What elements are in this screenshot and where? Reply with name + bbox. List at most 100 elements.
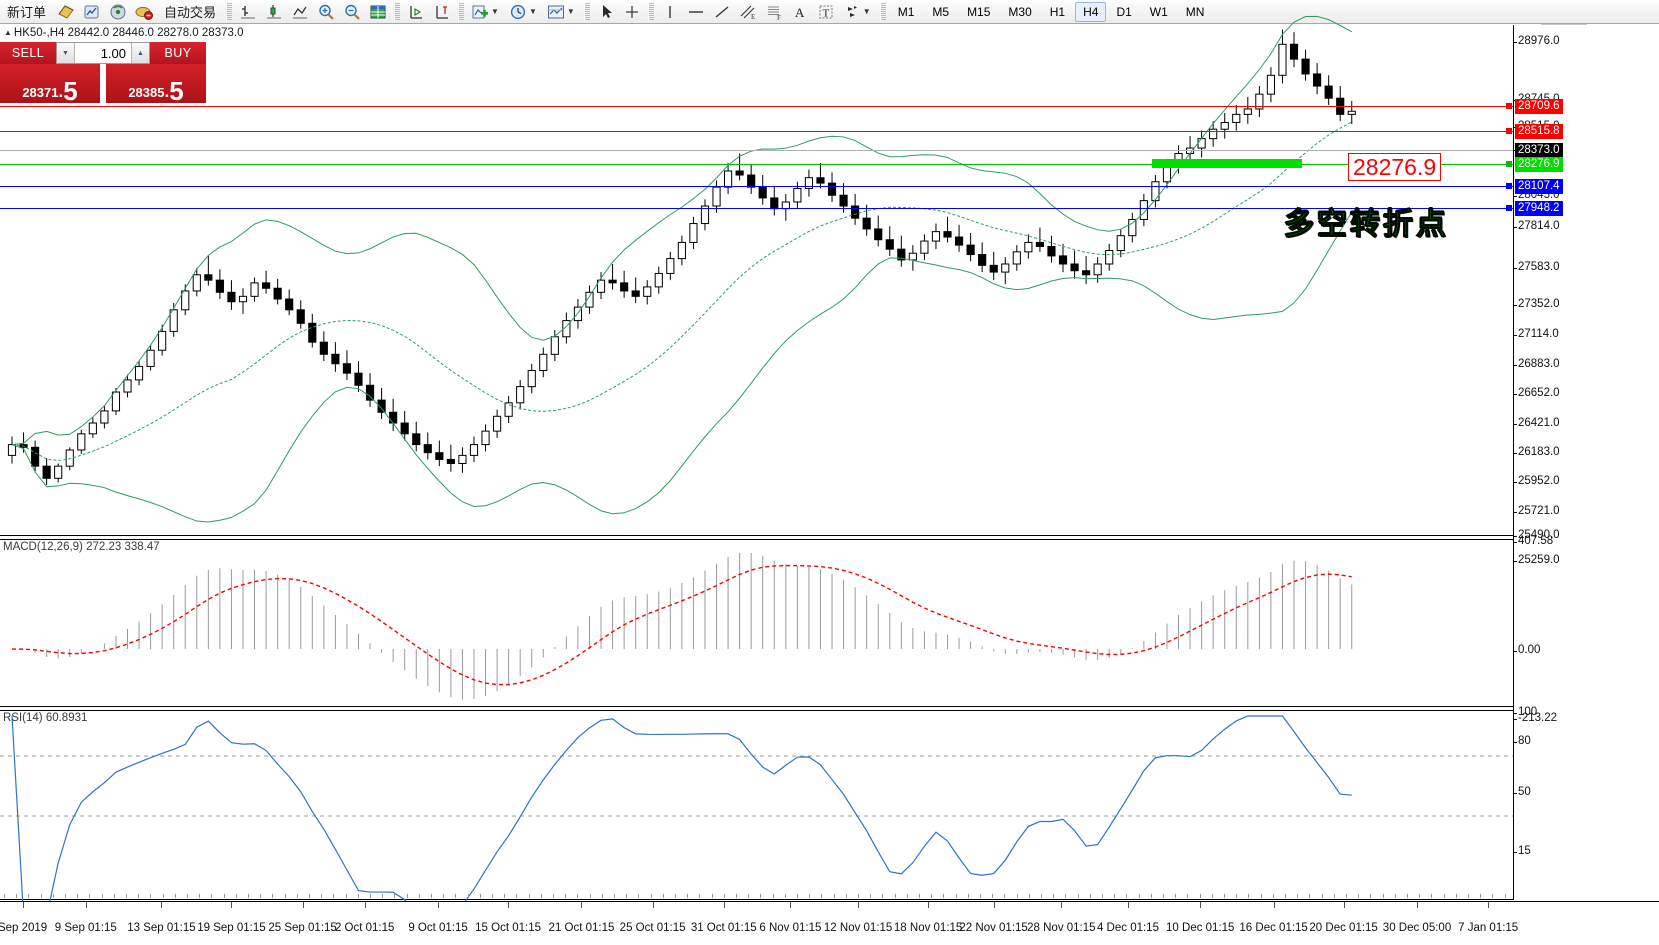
resistance-line-28709[interactable]: [0, 106, 1513, 107]
time-minor-tick: [101, 894, 103, 898]
time-minor-tick: [382, 894, 384, 898]
timeframe-mn[interactable]: MN: [1185, 4, 1205, 19]
macd-tick--213.22: -213.22: [1513, 712, 1558, 724]
templates-button[interactable]: ▼: [543, 1, 581, 23]
time-minor-tick: [1089, 894, 1091, 898]
time-minor-tick: [992, 894, 994, 898]
zoom-in-icon[interactable]: [313, 1, 339, 23]
price-pane[interactable]: ▲ HK50-,H4 28442.0 28446.0 28278.0 28373.…: [0, 15, 1513, 536]
volume-stepper[interactable]: ▼ 1.00 ▲: [56, 42, 150, 64]
rsi-pane[interactable]: RSI(14) 60.8931: [0, 710, 1513, 917]
market-watch-icon[interactable]: [79, 1, 105, 23]
timeframe-h4[interactable]: H4: [1075, 1, 1107, 22]
level-badge-28709[interactable]: 28709.6: [1515, 99, 1563, 114]
time-tick: [1127, 902, 1129, 908]
auto-trading-button[interactable]: 自动交易: [157, 1, 223, 23]
timeframe-w1[interactable]: W1: [1149, 4, 1168, 19]
time-minor-tick: [1455, 894, 1457, 898]
sell-button[interactable]: SELL: [0, 42, 56, 64]
toolbar-separator-5: [647, 2, 654, 21]
turning-point-annotation[interactable]: 多空转折点: [1284, 208, 1449, 242]
text-icon[interactable]: A: [787, 1, 813, 23]
expert-advisors-icon[interactable]: [53, 1, 79, 23]
last-price-line[interactable]: [0, 150, 1513, 151]
time-label: 10 Dec 01:15: [1166, 922, 1235, 934]
support-line-28276[interactable]: [0, 164, 1513, 165]
buy-price-display[interactable]: 28385 . 5: [106, 64, 206, 104]
time-minor-tick: [1358, 894, 1360, 898]
vertical-line-icon[interactable]: [657, 1, 683, 23]
price-tick-25490.0: 25490.0: [1514, 529, 1560, 541]
objects-button[interactable]: ▼: [839, 1, 877, 23]
level-badge-28276[interactable]: 28276.9: [1515, 157, 1563, 172]
periods-dropdown-caret[interactable]: ▼: [528, 7, 537, 16]
level-badge-last-price[interactable]: 28373.0: [1515, 143, 1563, 158]
support-zone-highlight[interactable]: [1152, 159, 1302, 168]
time-minor-tick: [833, 894, 835, 898]
chart-shift-icon[interactable]: [429, 1, 455, 23]
objects-dropdown-caret[interactable]: ▼: [862, 7, 871, 16]
sell-price-display[interactable]: 28371 . 5: [0, 64, 100, 104]
timeframe-m30[interactable]: M30: [1008, 4, 1032, 19]
crosshair-icon[interactable]: [619, 1, 645, 23]
chart-area[interactable]: ▲ HK50-,H4 28442.0 28446.0 28278.0 28373.…: [0, 15, 1659, 945]
time-minor-tick: [1419, 894, 1421, 898]
auto-scroll-icon[interactable]: [403, 1, 429, 23]
rsi-tick-15: 15: [1514, 845, 1531, 857]
time-axis[interactable]: Sep 2019 9 Sep 01:15 13 Sep 01:15 19 Sep 01…: [0, 894, 1659, 945]
buy-price-separator: .: [164, 82, 170, 101]
indicators-dropdown-caret[interactable]: ▼: [491, 7, 499, 16]
cloud-stop-icon[interactable]: [131, 1, 157, 23]
bar-chart-icon[interactable]: [235, 1, 261, 23]
indicators-button[interactable]: ▼: [467, 1, 505, 23]
time-label: 15 Oct 01:15: [475, 922, 542, 934]
price-axis[interactable]: 28976.028745.028515.028373.028045.027814…: [1513, 25, 1659, 900]
candlestick-chart-icon[interactable]: [261, 1, 287, 23]
svg-text:E: E: [751, 13, 755, 21]
time-label: 25 Oct 01:15: [619, 922, 686, 934]
resistance-line-28515[interactable]: [0, 131, 1513, 132]
time-label: 25 Sep 01:15: [268, 922, 337, 934]
auto-trading-label: 自动交易: [164, 5, 217, 20]
time-minor-tick: [906, 894, 908, 898]
rsi-tick-80: 80: [1514, 735, 1531, 747]
time-minor-tick: [1126, 894, 1128, 898]
one-click-trading-panel[interactable]: SELL ▼ 1.00 ▲ BUY 28371 . 5 28385 . 5: [0, 42, 206, 104]
volume-decrement-button[interactable]: ▼: [57, 43, 75, 63]
support-line-28107[interactable]: [0, 186, 1513, 187]
signal-icon[interactable]: [105, 1, 131, 23]
grid-icon[interactable]: [365, 1, 391, 23]
volume-value[interactable]: 1.00: [75, 43, 131, 63]
timeframe-m5[interactable]: M5: [932, 4, 950, 19]
price-annotation-28276[interactable]: 28276.9: [1348, 153, 1442, 181]
horizontal-line-icon[interactable]: [683, 1, 709, 23]
fibonacci-icon[interactable]: F: [761, 1, 787, 23]
level-badge-28107[interactable]: 28107.4: [1515, 179, 1563, 194]
time-minor-tick: [821, 894, 823, 898]
new-order-button[interactable]: 新订单: [0, 1, 53, 23]
line-chart-icon[interactable]: [287, 1, 313, 23]
support-line-27948[interactable]: [0, 208, 1513, 209]
macd-pane[interactable]: MACD(12,26,9) 272.23 338.47: [0, 539, 1513, 707]
level-badge-28515[interactable]: 28515.8: [1515, 124, 1563, 139]
timeframe-d1[interactable]: D1: [1116, 4, 1132, 19]
time-tick: [1488, 902, 1490, 908]
timeframe-m1[interactable]: M1: [897, 4, 915, 19]
buy-button[interactable]: BUY: [150, 42, 206, 64]
zoom-out-icon[interactable]: [339, 1, 365, 23]
time-tick: [161, 902, 163, 908]
time-minor-tick: [504, 894, 506, 898]
text-label-icon[interactable]: T: [813, 1, 839, 23]
templates-dropdown-caret[interactable]: ▼: [566, 7, 575, 16]
equidistant-channel-icon[interactable]: E: [735, 1, 761, 23]
collapse-arrow-icon[interactable]: ▲: [4, 28, 12, 38]
timeframe-m15[interactable]: M15: [967, 4, 991, 19]
level-badge-27948[interactable]: 27948.2: [1515, 201, 1563, 216]
main-toolbar: 新订单 自动交易: [0, 0, 1659, 24]
volume-increment-button[interactable]: ▲: [131, 43, 149, 63]
periods-button[interactable]: ▼: [505, 1, 543, 23]
timeframe-h1[interactable]: H1: [1049, 4, 1066, 19]
cursor-icon[interactable]: [593, 1, 619, 23]
time-minor-tick: [675, 894, 676, 898]
trendline-icon[interactable]: [709, 1, 735, 23]
